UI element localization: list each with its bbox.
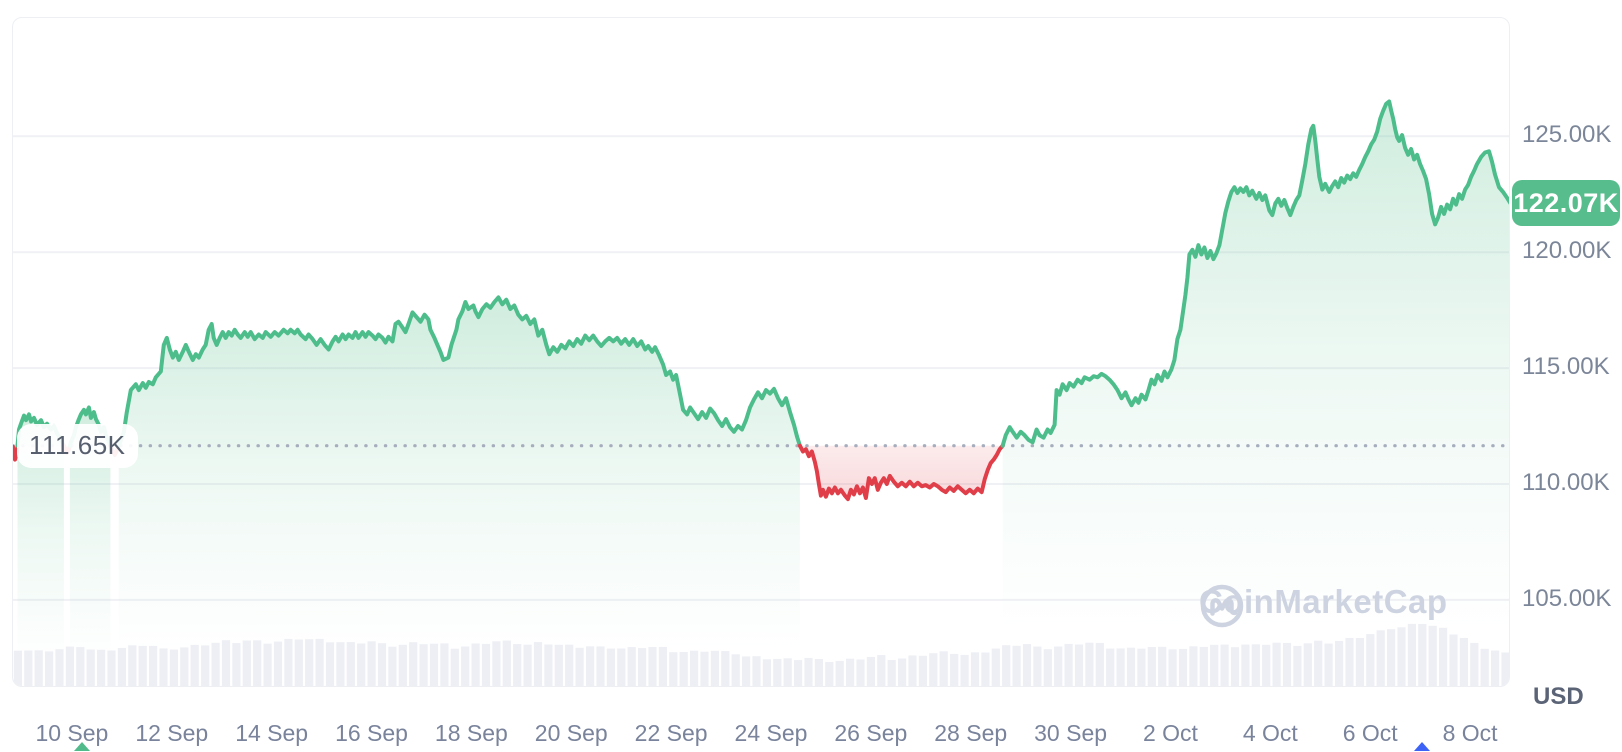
x-axis-tick-label: 22 Sep	[634, 720, 708, 746]
price-chart-plot[interactable]	[13, 18, 1510, 687]
x-axis-tick-label: 2 Oct	[1142, 720, 1198, 746]
chart-card: 111.65K CoinMarketCap	[12, 17, 1510, 687]
x-axis-tick-label: 6 Oct	[1342, 720, 1398, 746]
start-marker-icon[interactable]	[73, 742, 90, 751]
y-axis-tick-label: 120.00K	[1522, 237, 1612, 265]
x-axis-tick-label: 4 Oct	[1242, 720, 1298, 746]
x-axis-tick-label: 30 Sep	[1034, 720, 1108, 746]
y-axis-tick-label: 115.00K	[1522, 353, 1610, 381]
x-axis-tick-label: 12 Sep	[135, 720, 209, 746]
baseline-price-value: 111.65K	[29, 430, 126, 461]
x-axis-tick-label: 26 Sep	[834, 720, 908, 746]
y-axis-unit-label: USD	[1533, 683, 1584, 710]
y-axis-tick-label: 125.00K	[1522, 121, 1612, 149]
x-axis-tick-label: 18 Sep	[434, 720, 508, 746]
current-price-value: 122.07K	[1513, 187, 1619, 218]
x-axis-tick-label: 16 Sep	[335, 720, 408, 746]
x-axis-tick-label: 8 Oct	[1442, 720, 1498, 746]
end-marker-icon[interactable]	[1414, 742, 1431, 751]
y-axis-tick-label: 110.00K	[1522, 468, 1610, 496]
x-axis-tick-label: 24 Sep	[734, 720, 808, 746]
x-axis-tick-label: 28 Sep	[934, 720, 1008, 746]
x-axis-tick-label: 20 Sep	[534, 720, 608, 746]
x-axis-tick-label: 14 Sep	[235, 720, 309, 746]
x-axis-tick-label: 10 Sep	[35, 720, 109, 746]
y-axis-tick-label: 105.00K	[1522, 584, 1612, 612]
baseline-price-label: 111.65K	[17, 423, 138, 468]
current-price-badge: 122.07K	[1512, 180, 1620, 227]
